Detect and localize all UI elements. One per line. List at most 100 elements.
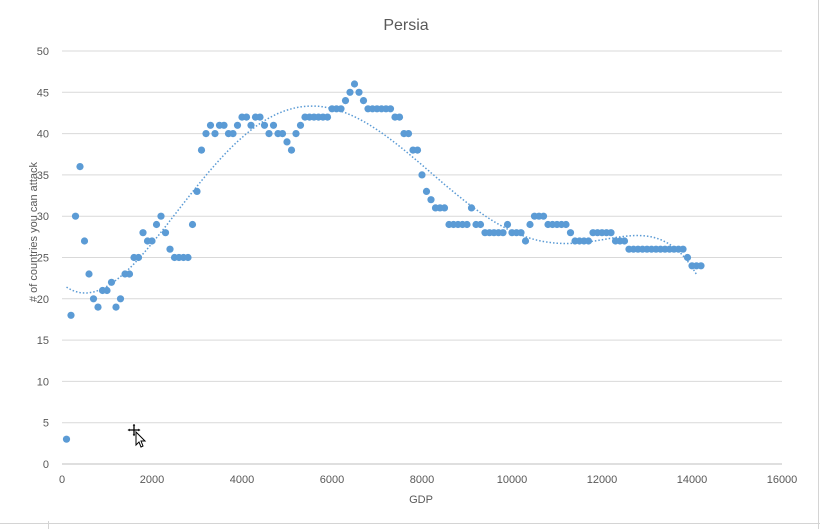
data-point xyxy=(607,229,615,237)
y-tick-label: 20 xyxy=(37,294,49,306)
data-point xyxy=(683,253,692,262)
x-axis-title: GDP xyxy=(409,494,433,506)
y-tick-label: 35 xyxy=(37,170,49,182)
data-point xyxy=(341,97,350,105)
x-tick-label: 12000 xyxy=(587,474,618,486)
data-point xyxy=(463,220,471,229)
x-tick-label: 0 xyxy=(59,474,65,486)
y-tick-label: 0 xyxy=(43,459,49,471)
y-tick-label: 5 xyxy=(43,418,49,430)
data-point xyxy=(283,138,291,146)
data-point xyxy=(359,97,368,105)
data-point xyxy=(184,253,192,262)
data-point xyxy=(134,253,143,262)
data-point xyxy=(89,295,98,303)
data-point xyxy=(296,121,305,129)
y-tick-label: 50 xyxy=(37,46,49,58)
y-tick-label: 15 xyxy=(37,335,49,347)
data-point xyxy=(620,237,629,245)
x-tick-label: 10000 xyxy=(497,474,528,486)
data-point xyxy=(539,212,548,220)
data-point xyxy=(260,121,269,129)
data-point xyxy=(467,204,476,212)
data-point xyxy=(679,245,687,253)
y-tick-label: 25 xyxy=(37,253,49,265)
data-point xyxy=(323,113,332,121)
data-point xyxy=(202,130,210,138)
data-point xyxy=(211,130,219,138)
data-point xyxy=(526,220,534,229)
data-point xyxy=(350,80,359,88)
x-tick-label: 6000 xyxy=(320,474,344,486)
data-point xyxy=(197,146,206,154)
data-point xyxy=(584,237,593,245)
sheet-gridline xyxy=(0,523,820,524)
data-point xyxy=(287,146,296,154)
data-point xyxy=(521,237,530,245)
y-tick-label: 40 xyxy=(37,129,49,141)
data-point xyxy=(229,130,237,138)
x-tick-label: 14000 xyxy=(677,474,708,486)
data-point xyxy=(220,121,228,129)
data-point xyxy=(355,88,363,96)
data-point xyxy=(292,130,300,138)
data-point xyxy=(265,130,273,138)
data-point xyxy=(562,220,570,229)
data-point xyxy=(161,229,170,237)
data-point xyxy=(476,220,485,229)
data-point xyxy=(269,121,278,129)
data-point xyxy=(85,270,93,278)
data-point xyxy=(125,270,134,278)
data-point xyxy=(386,105,395,113)
data-point xyxy=(422,187,431,195)
data-point xyxy=(157,212,165,220)
data-point xyxy=(413,146,422,154)
data-point xyxy=(395,113,404,121)
data-point xyxy=(418,171,426,179)
data-point xyxy=(94,303,102,311)
data-points xyxy=(62,80,705,443)
data-point xyxy=(427,196,435,204)
x-tick-label: 4000 xyxy=(230,474,254,486)
data-point xyxy=(404,130,413,138)
x-tick-label: 2000 xyxy=(140,474,164,486)
data-point xyxy=(233,121,242,129)
y-axis-title: # of countries you can attack xyxy=(28,161,40,302)
data-point xyxy=(256,113,264,121)
data-point xyxy=(76,163,84,171)
chart-title: Persia xyxy=(383,17,428,34)
data-point xyxy=(112,303,120,311)
data-point xyxy=(116,295,125,303)
sheet-gridline xyxy=(818,0,819,529)
data-point xyxy=(247,121,255,129)
data-point xyxy=(148,237,156,245)
data-point xyxy=(440,204,449,212)
data-point xyxy=(139,229,147,237)
y-tick-label: 10 xyxy=(37,376,49,388)
data-point xyxy=(80,237,89,245)
x-axis: 0 2000 4000 6000 8000 10000 12000 14000 16000 xyxy=(59,463,798,486)
data-point xyxy=(166,245,174,253)
data-point xyxy=(62,435,71,443)
x-tick-label: 8000 xyxy=(410,474,434,486)
data-point xyxy=(67,311,75,319)
data-point xyxy=(188,220,197,229)
data-point xyxy=(278,130,287,138)
move-cursor-icon xyxy=(126,422,147,448)
data-point xyxy=(499,229,507,237)
data-point xyxy=(503,220,512,229)
y-tick-label: 45 xyxy=(37,87,49,99)
data-point xyxy=(242,113,251,121)
y-tick-label: 30 xyxy=(37,211,49,223)
data-point xyxy=(517,229,525,237)
data-point xyxy=(566,229,575,237)
data-point xyxy=(71,212,80,220)
data-point xyxy=(337,105,345,113)
data-point xyxy=(107,278,116,286)
data-point xyxy=(346,88,354,96)
data-point xyxy=(697,262,705,270)
data-point xyxy=(103,286,111,295)
x-tick-label: 16000 xyxy=(767,474,798,486)
